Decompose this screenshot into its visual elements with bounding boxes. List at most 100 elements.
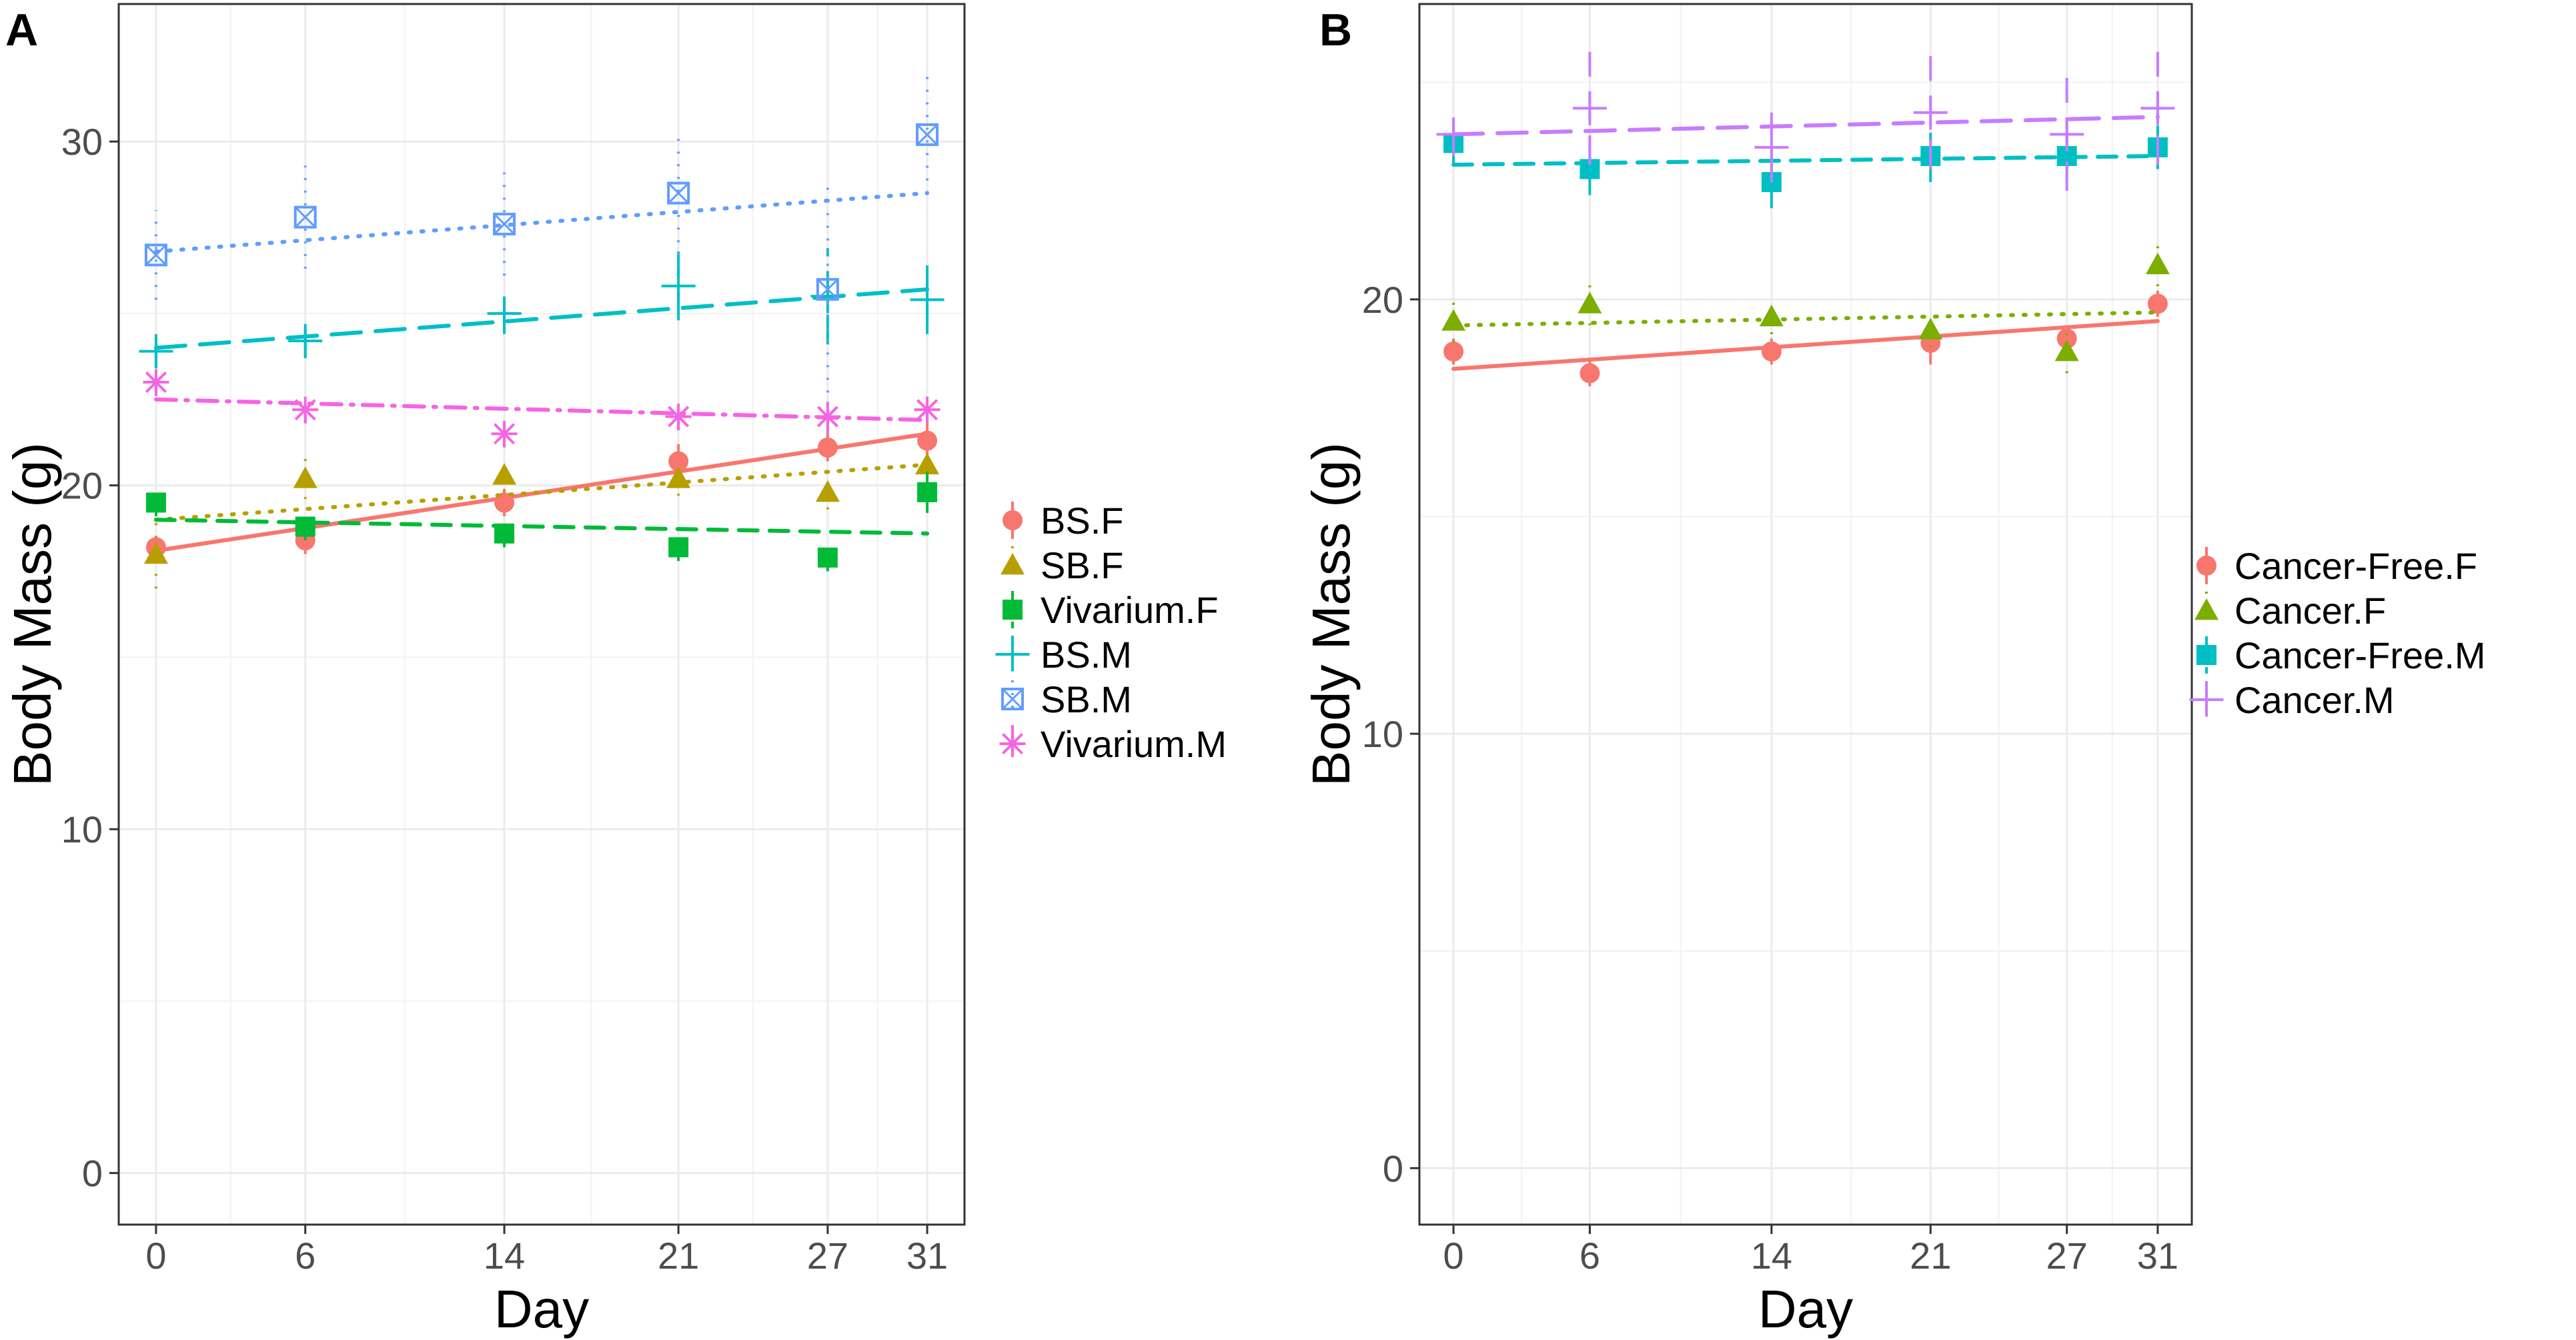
data-point bbox=[1754, 130, 1789, 165]
panel-letter: A bbox=[5, 5, 38, 55]
legend-label: SB.M bbox=[1041, 678, 1132, 720]
x-tick-label: 27 bbox=[2046, 1235, 2088, 1277]
series-sb-m bbox=[144, 76, 939, 393]
legend-key-marker-box bbox=[1001, 688, 1024, 710]
data-point bbox=[1918, 317, 1943, 340]
legend-key-marker bbox=[1003, 600, 1023, 620]
data-point-d2 bbox=[493, 213, 516, 235]
data-point-d2 bbox=[494, 423, 516, 445]
data-point bbox=[815, 480, 840, 502]
data-point bbox=[143, 542, 168, 564]
x-axis-title: Day bbox=[494, 1279, 589, 1339]
data-point bbox=[145, 492, 166, 513]
series-vivarium-f bbox=[145, 472, 938, 572]
data-point-shape bbox=[145, 492, 166, 513]
x-tick-label: 21 bbox=[1910, 1235, 1951, 1277]
legend-item: SB.M bbox=[1001, 678, 1132, 720]
series-sb-f bbox=[143, 447, 940, 589]
data-point-shape bbox=[1443, 341, 1464, 362]
legend-item: Vivarium.F bbox=[1003, 589, 1219, 631]
legend-key-marker bbox=[999, 730, 1026, 757]
legend-item: BS.F bbox=[1003, 500, 1123, 542]
data-point-d2 bbox=[916, 123, 938, 145]
legend-label: Cancer.M bbox=[2234, 679, 2395, 721]
data-point bbox=[2056, 328, 2077, 349]
data-point-shape bbox=[815, 480, 840, 502]
data-point bbox=[139, 334, 173, 369]
legend-label: Cancer-Free.M bbox=[2234, 634, 2486, 676]
legend-key-marker-shape bbox=[2194, 598, 2218, 620]
data-point bbox=[817, 437, 838, 458]
data-point-d2 bbox=[145, 372, 167, 394]
legend-key-marker-d2 bbox=[1001, 732, 1024, 755]
x-tick-label: 31 bbox=[2137, 1235, 2178, 1277]
y-tick-label: 30 bbox=[61, 121, 103, 163]
x-tick-label: 31 bbox=[906, 1235, 948, 1277]
data-point-shape bbox=[295, 516, 315, 537]
data-point-shape bbox=[2145, 252, 2170, 275]
legend-label: Cancer.F bbox=[2234, 590, 2386, 632]
y-tick-label: 10 bbox=[61, 808, 103, 850]
data-point bbox=[492, 463, 517, 485]
legend-key-marker-shape bbox=[1003, 510, 1023, 530]
legend-key-marker bbox=[1003, 510, 1023, 530]
data-point bbox=[2140, 91, 2175, 125]
data-point bbox=[915, 452, 940, 475]
x-tick-label: 6 bbox=[295, 1235, 315, 1277]
plot-area bbox=[1419, 4, 2192, 1225]
data-point bbox=[668, 537, 689, 558]
data-point-shape bbox=[915, 452, 940, 475]
data-point bbox=[1761, 341, 1782, 362]
data-point-d2 bbox=[668, 406, 690, 428]
data-point bbox=[1759, 304, 1784, 327]
y-tick-label: 10 bbox=[1362, 713, 1403, 755]
data-point bbox=[288, 323, 323, 358]
data-point-shape bbox=[668, 451, 689, 472]
data-point-shape bbox=[1577, 291, 1602, 313]
series-vivarium-m bbox=[143, 368, 940, 448]
data-point-shape bbox=[668, 537, 689, 558]
legend-key-marker-shape bbox=[1003, 600, 1023, 620]
x-axis-title: Day bbox=[1758, 1279, 1853, 1339]
data-point-shape bbox=[2054, 339, 2079, 362]
data-point-d2 bbox=[145, 244, 167, 266]
data-point bbox=[1579, 363, 1600, 384]
data-point bbox=[293, 205, 317, 229]
data-point-shape bbox=[1579, 363, 1600, 384]
data-point bbox=[494, 492, 515, 513]
legend-key-marker bbox=[2196, 556, 2216, 576]
panel-letter: B bbox=[1319, 5, 1352, 55]
data-point bbox=[2147, 293, 2168, 314]
legend-key-marker bbox=[2196, 645, 2216, 665]
y-tick-label: 0 bbox=[82, 1153, 103, 1195]
legend-label: SB.F bbox=[1041, 544, 1123, 586]
data-point bbox=[293, 466, 317, 488]
x-tick-label: 0 bbox=[145, 1235, 166, 1277]
legend-item: BS.M bbox=[995, 634, 1132, 676]
x-tick-label: 6 bbox=[1579, 1235, 1600, 1277]
fit-line bbox=[153, 397, 930, 422]
data-point bbox=[910, 282, 944, 317]
data-point bbox=[916, 123, 939, 146]
legend-label: Vivarium.F bbox=[1041, 589, 1219, 631]
series-cancer-m bbox=[1436, 51, 2175, 191]
data-point-shape bbox=[666, 466, 691, 488]
fit-line bbox=[1451, 319, 2160, 372]
legend-item: Cancer-Free.F bbox=[2196, 545, 2477, 587]
data-point-shape bbox=[817, 437, 838, 458]
data-point-shape bbox=[293, 466, 317, 488]
legend-label: BS.M bbox=[1041, 634, 1132, 676]
data-point-d2 bbox=[916, 399, 938, 421]
data-point bbox=[494, 523, 515, 544]
data-point-shape bbox=[1441, 309, 1466, 331]
legend-key-marker-d2 bbox=[1001, 688, 1024, 710]
data-point bbox=[668, 451, 689, 472]
y-tick-label: 20 bbox=[61, 465, 103, 507]
x-tick-label: 21 bbox=[658, 1235, 699, 1277]
plot-area bbox=[119, 4, 964, 1225]
legend-item: Cancer.F bbox=[2194, 590, 2386, 632]
data-point bbox=[666, 466, 691, 488]
data-point bbox=[814, 404, 841, 430]
legend-item: Cancer.M bbox=[2189, 679, 2395, 721]
